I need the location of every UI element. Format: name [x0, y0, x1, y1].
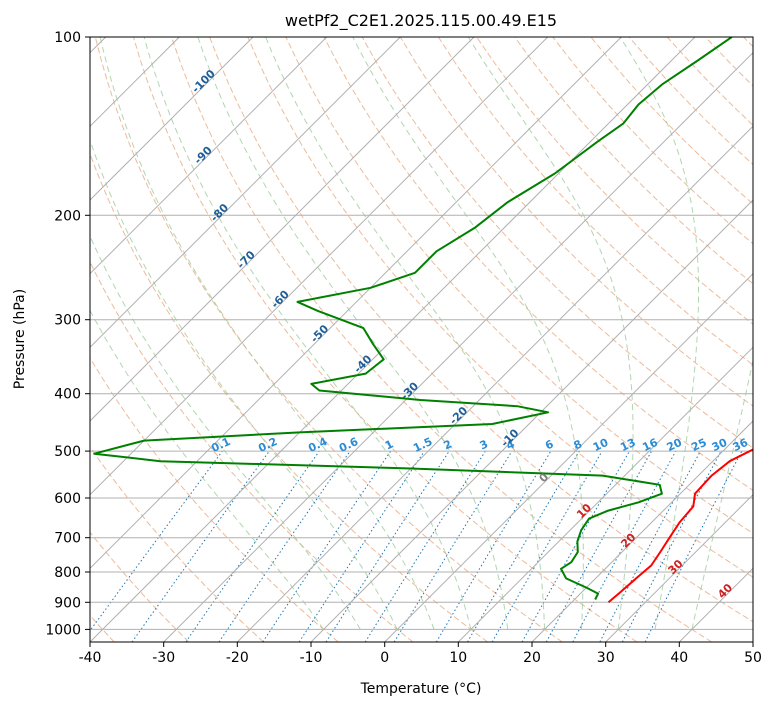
isotherm-line [90, 37, 696, 642]
mixing-ratio-line [131, 450, 270, 642]
mixing-ratio-line [218, 450, 351, 642]
moist-adiabat [99, 37, 435, 630]
y-tick-label: 300 [54, 313, 81, 329]
grid-lines [90, 37, 753, 642]
isotherm-line [90, 37, 549, 496]
x-axis-label: Temperature (°C) [360, 681, 482, 697]
mixing-ratio-line [644, 450, 743, 642]
x-tick-label: 30 [597, 650, 615, 666]
chart-title: wetPf2_C2E1.2025.115.00.49.E15 [285, 11, 557, 31]
mixing-ratio-label: 13 [618, 436, 637, 454]
y-tick-label: 400 [54, 387, 81, 403]
mixing-ratio-line [325, 450, 450, 642]
mixing-ratio-line [521, 450, 630, 642]
x-axis-ticks: -40 -30 -20 -10 0 10 20 30 40 50 [79, 642, 762, 666]
isotherm-line [90, 37, 328, 275]
dry-adiabat [94, 37, 563, 642]
dry-adiabat [171, 37, 712, 642]
moist-adiabat [691, 358, 753, 630]
dry-adiabat [90, 356, 339, 642]
x-tick-label: 10 [449, 650, 467, 666]
mixing-ratio-label: 16 [640, 436, 660, 454]
y-tick-label: 1000 [45, 622, 81, 638]
isotherm-line [90, 37, 622, 570]
mixing-ratio-line [262, 450, 392, 642]
mixing-ratio-line [90, 450, 223, 632]
moist-adiabat [265, 37, 546, 630]
isotherm-line [90, 37, 254, 201]
moist-adiabat [619, 37, 699, 630]
y-tick-label: 600 [54, 491, 81, 507]
x-tick-label: -20 [226, 650, 249, 666]
plot-frame [89, 36, 754, 643]
y-tick-label: 500 [54, 444, 81, 460]
x-tick-label: 50 [744, 650, 762, 666]
x-tick-label: -40 [79, 650, 102, 666]
moist-adiabat [90, 138, 398, 630]
isotherm-line [384, 272, 753, 642]
dry-adiabat [247, 37, 753, 578]
x-tick-label: -30 [152, 650, 175, 666]
isotherm-line [531, 420, 753, 642]
mixing-ratio-line [185, 450, 320, 642]
isotherm-line [310, 199, 753, 642]
profile-lines [93, 37, 753, 604]
moist-adiabat [143, 37, 472, 630]
moist-adiabat [467, 37, 634, 630]
y-tick-label: 900 [54, 595, 81, 611]
mixing-ratio-label: 25 [689, 436, 708, 454]
x-tick-label: -10 [300, 650, 323, 666]
dry-adiabat [361, 37, 753, 449]
y-tick-label: 700 [54, 531, 81, 547]
dry-adiabat [132, 37, 638, 642]
dry-adiabat [209, 37, 753, 623]
dry-adiabat [90, 446, 264, 642]
isotherm-line [90, 37, 475, 422]
isotherm-line [236, 125, 753, 642]
moist-adiabat [90, 309, 324, 630]
background-lines [90, 37, 753, 642]
mixing-ratio-label: 10 [591, 436, 611, 454]
moist-adiabat [90, 235, 361, 630]
mixing-ratio-label: 36 [731, 436, 751, 454]
temperature-line [607, 448, 753, 604]
isotherm-line [90, 37, 401, 349]
dry-adiabat [90, 531, 190, 642]
mixing-ratio-line [393, 450, 513, 642]
isotherm-line [457, 346, 753, 642]
isotherm-line [163, 51, 753, 642]
y-axis-ticks: 1000 900 800 700 600 500 400 300 200 100 [45, 30, 90, 638]
mixing-ratio-label: 30 [710, 436, 730, 454]
y-tick-label: 100 [54, 30, 81, 46]
y-tick-label: 800 [54, 565, 81, 581]
dewpoint-line [93, 37, 733, 600]
dry-adiabat [514, 37, 753, 285]
mixing-ratio-line [298, 450, 425, 642]
dry-adiabat [90, 152, 488, 642]
dry-adiabat [285, 37, 753, 535]
mixing-ratio-label: 20 [665, 436, 685, 454]
x-tick-label: 0 [380, 650, 389, 666]
moist-adiabat [197, 37, 509, 630]
y-axis-label: Pressure (hPa) [12, 289, 28, 389]
isotherm-line [605, 493, 753, 642]
x-tick-label: 20 [523, 650, 541, 666]
y-tick-label: 200 [54, 208, 81, 224]
mixing-ratio-line [545, 450, 653, 642]
dry-adiabat [437, 37, 753, 366]
mixing-ratio-line [572, 450, 677, 642]
x-tick-label: 40 [670, 650, 688, 666]
dry-adiabat [399, 37, 753, 407]
